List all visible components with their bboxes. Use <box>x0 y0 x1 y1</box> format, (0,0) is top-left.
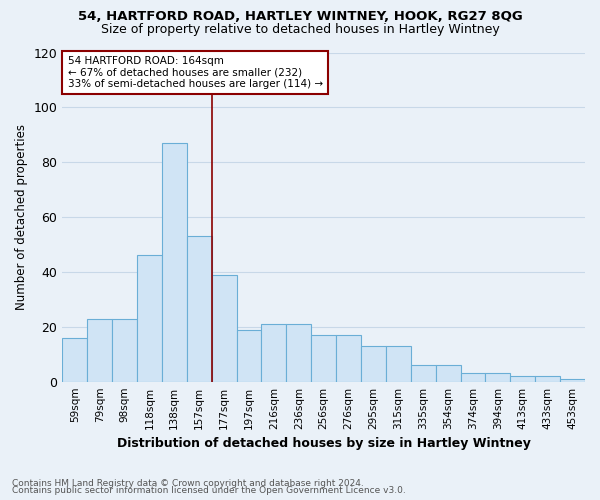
Bar <box>62 338 87 382</box>
Bar <box>386 346 411 382</box>
Bar <box>436 365 461 382</box>
Bar <box>361 346 386 382</box>
X-axis label: Distribution of detached houses by size in Hartley Wintney: Distribution of detached houses by size … <box>117 437 530 450</box>
Bar <box>212 274 236 382</box>
Text: 54, HARTFORD ROAD, HARTLEY WINTNEY, HOOK, RG27 8QG: 54, HARTFORD ROAD, HARTLEY WINTNEY, HOOK… <box>77 10 523 23</box>
Bar <box>461 374 485 382</box>
Bar <box>87 318 112 382</box>
Bar <box>112 318 137 382</box>
Bar <box>511 376 535 382</box>
Bar <box>286 324 311 382</box>
Bar <box>535 376 560 382</box>
Text: Contains HM Land Registry data © Crown copyright and database right 2024.: Contains HM Land Registry data © Crown c… <box>12 478 364 488</box>
Bar <box>236 330 262 382</box>
Y-axis label: Number of detached properties: Number of detached properties <box>15 124 28 310</box>
Bar <box>411 365 436 382</box>
Text: Contains public sector information licensed under the Open Government Licence v3: Contains public sector information licen… <box>12 486 406 495</box>
Bar <box>560 379 585 382</box>
Bar <box>485 374 511 382</box>
Bar <box>262 324 286 382</box>
Text: 54 HARTFORD ROAD: 164sqm
← 67% of detached houses are smaller (232)
33% of semi-: 54 HARTFORD ROAD: 164sqm ← 67% of detach… <box>68 56 323 89</box>
Bar <box>311 335 336 382</box>
Bar <box>162 143 187 382</box>
Text: Size of property relative to detached houses in Hartley Wintney: Size of property relative to detached ho… <box>101 22 499 36</box>
Bar <box>137 256 162 382</box>
Bar <box>187 236 212 382</box>
Bar <box>336 335 361 382</box>
